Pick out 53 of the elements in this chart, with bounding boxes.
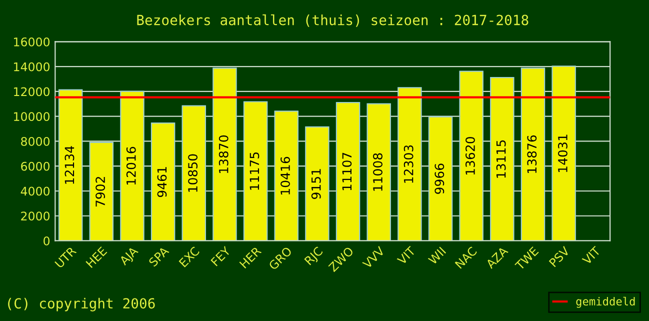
y-tick-label: 14000 [14,62,50,72]
bar [89,142,114,241]
data-label: 10416 [280,156,290,194]
data-label: 12303 [404,145,414,183]
data-label: 11107 [342,152,352,190]
y-tick-label: 10000 [14,112,50,122]
data-label: 7902 [96,176,106,206]
y-tick-label: 12000 [14,87,50,96]
data-label: 12134 [64,146,74,184]
y-tick-label: 6000 [21,162,50,171]
x-tick-label: VIT [396,246,416,266]
x-tick-label: AJA [118,246,140,268]
data-label: 9966 [434,164,444,194]
chart-title: Bezoekers aantallen (thuis) seizoen : 2017-2018 [137,14,528,27]
bar [459,70,484,241]
data-label: 10850 [188,154,198,192]
legend-label: gemiddeld [576,296,635,308]
bar [520,68,546,241]
bar [150,122,176,241]
bar [58,89,83,241]
data-label: 13115 [496,140,506,178]
data-label: 14031 [558,134,568,172]
data-label: 13620 [466,136,475,175]
bar [120,90,144,241]
data-label: 13870 [218,135,228,173]
bar [182,105,206,241]
bar [305,126,330,241]
text: (C) copyright 2006 [8,298,155,312]
x-tick-label: SPA [148,246,170,268]
data-label: 11008 [373,153,382,191]
bar [490,77,514,241]
bar [366,103,391,241]
bar [274,110,298,241]
data-label: 12016 [126,146,136,185]
data-label: 9151 [311,169,321,199]
bar [243,101,268,241]
bar [212,68,237,241]
x-tick-label: VIT [582,246,602,266]
x-tick-label: UTR [54,246,77,268]
data-label: 9461 [157,167,167,198]
bar [336,102,360,241]
data-label: 13876 [527,135,537,173]
x-tick-label: RJC [304,246,325,267]
y-tick-label: 4000 [20,186,50,196]
x-tick-label: WII [428,246,446,265]
data-label: 11175 [250,152,260,190]
bar [428,116,453,241]
bar [552,66,576,241]
y-tick-label: 0 [44,236,50,246]
y-tick-label: 8000 [21,136,50,146]
bar [398,87,422,241]
y-tick-label: 16000 [14,37,50,46]
y-tick-label: 2000 [21,212,50,221]
